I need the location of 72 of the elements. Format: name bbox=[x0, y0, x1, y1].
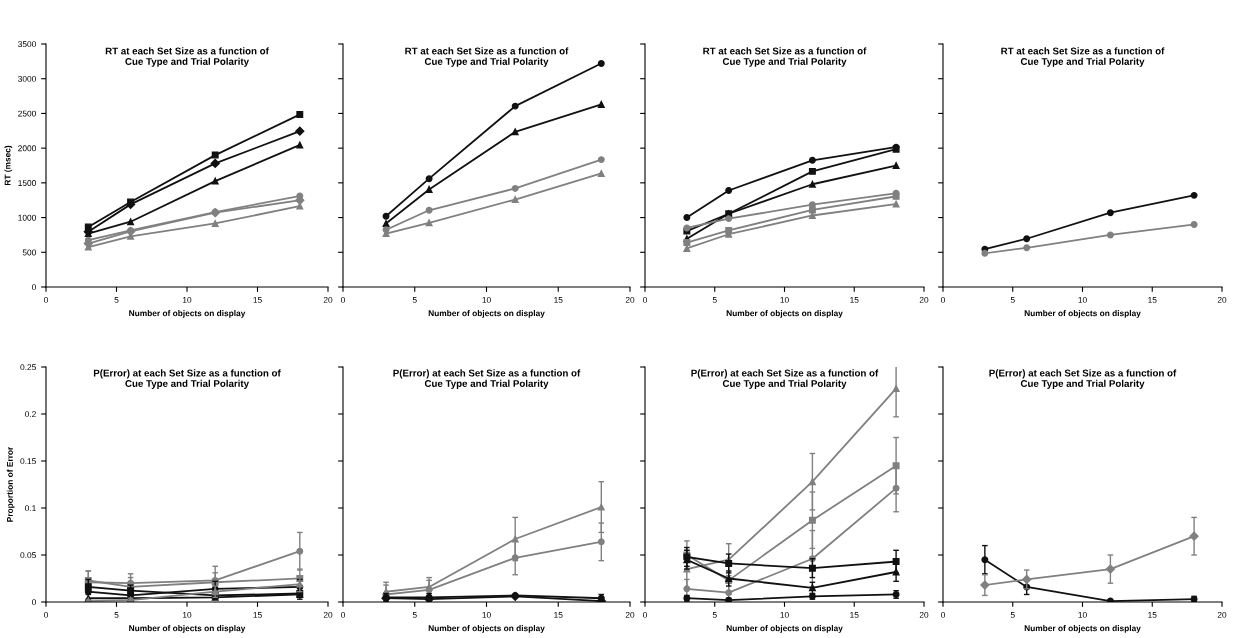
x-axis-title: Number of objects on display bbox=[428, 625, 545, 633]
y-tick-label: 3500 bbox=[18, 41, 36, 48]
y-tick-label: 500 bbox=[22, 249, 36, 256]
y-tick-label: 0.15 bbox=[20, 458, 36, 465]
x-tick-label: 20 bbox=[323, 611, 333, 618]
x-tick-label: 0 bbox=[643, 296, 647, 303]
x-tick-label: 10 bbox=[1078, 611, 1087, 618]
text: P(Error) at each Set Size as a function of Cue Type and Trial Polarity bbox=[691, 369, 879, 389]
y-tick-label: 3000 bbox=[18, 75, 36, 82]
y-axis-title: Proportion of Error bbox=[6, 446, 15, 522]
x-tick-label: 20 bbox=[919, 611, 929, 618]
text: RT at each Set Size as a function of Cue Type and Trial Polarity bbox=[105, 47, 269, 67]
x-tick-label: 5 bbox=[114, 297, 119, 303]
y-tick-label: 0.05 bbox=[20, 552, 36, 559]
text: P(Error) at each Set Size as a function of Cue Type and Trial Polarity bbox=[393, 369, 581, 389]
x-tick-label: 5 bbox=[412, 297, 417, 303]
text: RT at each Set Size as a function of Cue Type and Trial Polarity bbox=[703, 47, 867, 67]
y-tick-label: 0.2 bbox=[25, 411, 36, 418]
x-tick-label: 5 bbox=[712, 612, 717, 618]
text: RT at each Set Size as a function of Cue Type and Trial Polarity bbox=[405, 47, 569, 67]
text: RT at each Set Size as a function of Cue Type and Trial Polarity bbox=[1001, 47, 1165, 67]
y-axis-title: RT (msec) bbox=[4, 145, 13, 186]
x-tick-label: 15 bbox=[554, 297, 563, 303]
x-tick-label: 10 bbox=[183, 611, 192, 618]
y-tick-label: 0 bbox=[31, 284, 36, 291]
x-tick-label: 15 bbox=[850, 297, 859, 303]
y-tick-label: 1000 bbox=[18, 214, 36, 221]
x-tick-label: 0 bbox=[44, 296, 48, 303]
x-tick-label: 20 bbox=[323, 296, 333, 303]
y-tick-label: 1500 bbox=[18, 180, 36, 186]
x-tick-label: 5 bbox=[1010, 297, 1015, 303]
x-axis-title: Number of objects on display bbox=[129, 310, 246, 318]
x-tick-label: 20 bbox=[1217, 296, 1227, 303]
y-tick-label: 0.25 bbox=[20, 364, 36, 371]
y-tick-label: 2000 bbox=[18, 145, 36, 152]
x-axis-title: Number of objects on display bbox=[129, 625, 246, 633]
x-tick-label: 5 bbox=[1010, 612, 1015, 618]
x-tick-label: 5 bbox=[412, 612, 417, 618]
x-tick-label: 15 bbox=[1148, 297, 1157, 303]
x-tick-label: 15 bbox=[850, 612, 859, 618]
x-axis-title: Number of objects on display bbox=[1024, 625, 1141, 633]
x-tick-label: 0 bbox=[643, 611, 647, 618]
x-tick-label: 15 bbox=[1148, 612, 1157, 618]
x-tick-label: 20 bbox=[1217, 611, 1227, 618]
y-tick-label: 0.1 bbox=[25, 505, 36, 512]
x-tick-label: 10 bbox=[1078, 296, 1087, 303]
x-tick-label: 5 bbox=[712, 297, 717, 303]
x-tick-label: 10 bbox=[482, 611, 491, 618]
x-tick-label: 20 bbox=[625, 296, 635, 303]
x-tick-label: 0 bbox=[341, 611, 345, 618]
x-axis-title: Number of objects on display bbox=[1024, 310, 1141, 318]
x-tick-label: 5 bbox=[114, 612, 119, 618]
x-axis-title: Number of objects on display bbox=[428, 310, 545, 318]
x-tick-label: 0 bbox=[341, 296, 345, 303]
x-tick-label: 0 bbox=[941, 611, 945, 618]
x-tick-label: 10 bbox=[780, 611, 789, 618]
x-tick-label: 15 bbox=[253, 297, 262, 303]
x-tick-label: 0 bbox=[941, 296, 945, 303]
text: P(Error) at each Set Size as a function of Cue Type and Trial Polarity bbox=[989, 369, 1177, 389]
x-axis-title: Number of objects on display bbox=[726, 625, 843, 633]
y-tick-label: 0 bbox=[31, 599, 36, 606]
x-tick-label: 10 bbox=[183, 296, 192, 303]
x-axis-title: Number of objects on display bbox=[726, 310, 843, 318]
x-tick-label: 20 bbox=[919, 296, 929, 303]
x-tick-label: 20 bbox=[625, 611, 635, 618]
x-tick-label: 15 bbox=[554, 612, 563, 618]
y-tick-label: 2500 bbox=[18, 110, 36, 117]
x-tick-label: 10 bbox=[482, 296, 491, 303]
text: P(Error) at each Set Size as a function of Cue Type and Trial Polarity bbox=[93, 369, 281, 389]
x-tick-label: 0 bbox=[44, 611, 48, 618]
x-tick-label: 15 bbox=[253, 612, 262, 618]
x-tick-label: 10 bbox=[780, 296, 789, 303]
